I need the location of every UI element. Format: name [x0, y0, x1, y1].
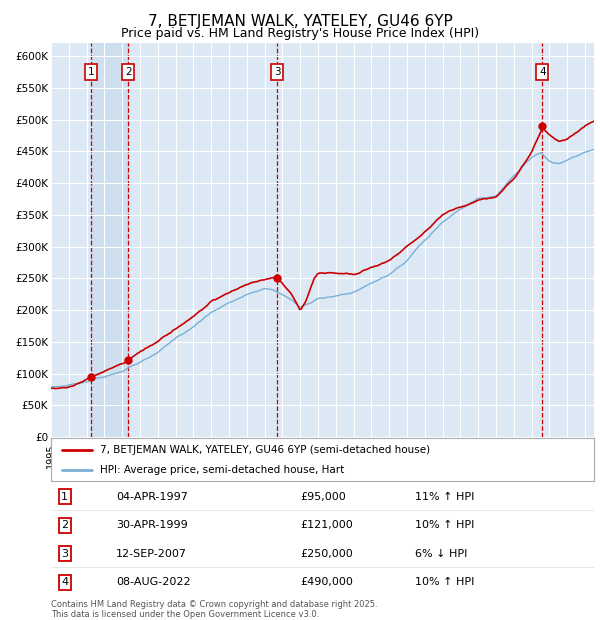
- Text: 04-APR-1997: 04-APR-1997: [116, 492, 188, 502]
- Text: 12-SEP-2007: 12-SEP-2007: [116, 549, 187, 559]
- Text: 7, BETJEMAN WALK, YATELEY, GU46 6YP: 7, BETJEMAN WALK, YATELEY, GU46 6YP: [148, 14, 452, 29]
- Text: 10% ↑ HPI: 10% ↑ HPI: [415, 577, 474, 587]
- Text: £95,000: £95,000: [301, 492, 347, 502]
- Text: Price paid vs. HM Land Registry's House Price Index (HPI): Price paid vs. HM Land Registry's House …: [121, 27, 479, 40]
- Text: 4: 4: [539, 67, 545, 77]
- Text: 3: 3: [61, 549, 68, 559]
- Text: 7, BETJEMAN WALK, YATELEY, GU46 6YP (semi-detached house): 7, BETJEMAN WALK, YATELEY, GU46 6YP (sem…: [100, 445, 430, 455]
- Text: 10% ↑ HPI: 10% ↑ HPI: [415, 520, 474, 530]
- Bar: [91, 43, 128, 437]
- Text: 2: 2: [61, 520, 68, 530]
- Text: 3: 3: [274, 67, 281, 77]
- Text: 11% ↑ HPI: 11% ↑ HPI: [415, 492, 474, 502]
- Text: Contains HM Land Registry data © Crown copyright and database right 2025.
This d: Contains HM Land Registry data © Crown c…: [51, 600, 377, 619]
- Text: 1: 1: [88, 67, 95, 77]
- Text: 30-APR-1999: 30-APR-1999: [116, 520, 188, 530]
- Text: 08-AUG-2022: 08-AUG-2022: [116, 577, 191, 587]
- Text: £121,000: £121,000: [301, 520, 353, 530]
- Text: 2: 2: [125, 67, 131, 77]
- Text: HPI: Average price, semi-detached house, Hart: HPI: Average price, semi-detached house,…: [100, 465, 344, 475]
- Text: 1: 1: [61, 492, 68, 502]
- Text: £250,000: £250,000: [301, 549, 353, 559]
- Text: 6% ↓ HPI: 6% ↓ HPI: [415, 549, 467, 559]
- Text: £490,000: £490,000: [301, 577, 353, 587]
- Text: 4: 4: [61, 577, 68, 587]
